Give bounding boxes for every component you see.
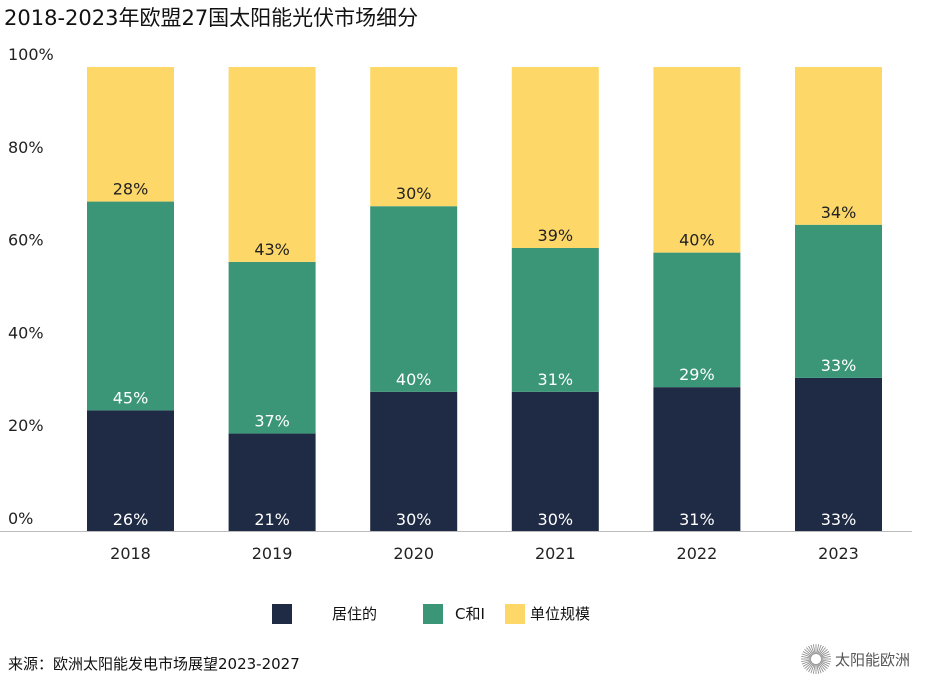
data-label: 31% bbox=[679, 510, 715, 529]
data-label: 39% bbox=[538, 226, 574, 245]
legend-label-residential: 居住的 bbox=[332, 605, 378, 623]
bar-segment bbox=[653, 387, 741, 531]
logo-text: 太阳能欧洲 bbox=[835, 650, 911, 669]
y-tick-label: 0% bbox=[8, 509, 33, 528]
data-label: 45% bbox=[113, 388, 149, 407]
data-label: 30% bbox=[396, 184, 432, 203]
legend-label-ci: C和I bbox=[455, 605, 485, 623]
data-label: 30% bbox=[538, 510, 574, 529]
data-label: 28% bbox=[113, 180, 149, 199]
x-tick-label: 2023 bbox=[818, 544, 859, 563]
data-label: 40% bbox=[679, 231, 715, 250]
bar-segment bbox=[228, 67, 316, 262]
legend-swatch-ci bbox=[423, 604, 443, 624]
data-label: 29% bbox=[679, 365, 715, 384]
y-tick-label: 40% bbox=[8, 323, 44, 342]
y-tick-label: 80% bbox=[8, 138, 44, 157]
source-note: 来源：欧洲太阳能发电市场展望2023-2027 bbox=[8, 655, 300, 673]
data-label: 40% bbox=[396, 370, 432, 389]
data-label: 37% bbox=[254, 412, 290, 431]
bar-segment bbox=[795, 377, 882, 531]
bar-segment bbox=[87, 201, 174, 411]
data-label: 34% bbox=[821, 203, 857, 222]
bar-segment bbox=[370, 391, 458, 531]
x-tick-label: 2020 bbox=[393, 544, 434, 563]
bar-segment bbox=[511, 391, 599, 531]
x-tick-label: 2019 bbox=[252, 544, 293, 563]
bar-segment bbox=[795, 224, 882, 378]
legend-swatch-utility bbox=[505, 604, 525, 624]
data-label: 30% bbox=[396, 510, 432, 529]
x-tick-label: 2021 bbox=[535, 544, 576, 563]
legend-swatch-residential bbox=[272, 604, 292, 624]
data-label: 31% bbox=[538, 370, 574, 389]
bar-segment bbox=[795, 67, 882, 225]
bar-segment bbox=[653, 67, 741, 253]
stacked-bar-chart: 0% 20% 40% 60% 80% 100% 26% 45% 28% 2018 21% 37% 43%… bbox=[0, 45, 912, 563]
data-label: 26% bbox=[113, 510, 149, 529]
bar-segment bbox=[370, 67, 458, 207]
bar-segment bbox=[511, 67, 599, 248]
bar-segment bbox=[87, 410, 174, 531]
y-tick-label: 100% bbox=[8, 45, 54, 64]
chart-title: 2018-2023年欧盟27国太阳能光伏市场细分 bbox=[4, 6, 419, 30]
sunburst-icon bbox=[801, 644, 831, 674]
bar-segment bbox=[370, 206, 458, 392]
data-label: 33% bbox=[821, 510, 857, 529]
data-label: 21% bbox=[254, 510, 290, 529]
y-tick-label: 60% bbox=[8, 231, 44, 250]
legend-label-utility: 单位规模 bbox=[530, 605, 591, 623]
x-tick-label: 2018 bbox=[110, 544, 151, 563]
bar-segment bbox=[87, 67, 174, 202]
data-label: 33% bbox=[821, 356, 857, 375]
x-tick-label: 2022 bbox=[677, 544, 718, 563]
data-label: 43% bbox=[254, 240, 290, 259]
solarpower-europe-logo: 太阳能欧洲 bbox=[800, 643, 910, 675]
bar-segment bbox=[653, 252, 741, 388]
bar-segment bbox=[228, 433, 316, 531]
y-tick-label: 20% bbox=[8, 416, 44, 435]
bar-segment bbox=[228, 261, 316, 434]
bar-segment bbox=[511, 247, 599, 392]
